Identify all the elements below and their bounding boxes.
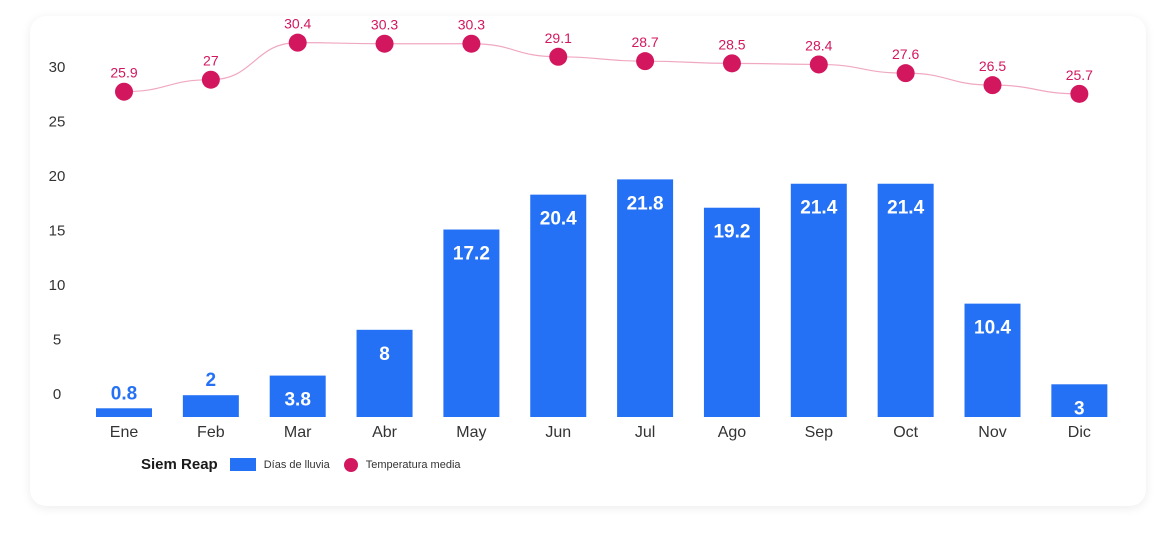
bar [703,207,760,417]
temperature-point [809,55,828,74]
bar-value-label: 2 [206,370,217,391]
x-tick-label: Mar [284,424,312,441]
temperature-value-label: 26.5 [979,58,1006,74]
temperature-point [462,34,481,53]
temperature-point [375,34,394,53]
x-tick-label: Oct [893,424,918,441]
y-tick-label: 20 [49,168,66,185]
legend-line-label: Temperatura media [365,458,461,471]
bar-value-label: 10.4 [974,318,1011,339]
x-tick-label: Nov [978,424,1006,441]
chart-card [30,16,1146,506]
x-tick-label: Ago [718,424,747,441]
bar-value-label: 17.2 [453,244,490,265]
y-tick-label: 5 [53,332,61,349]
bar [530,194,587,417]
bar [182,395,239,417]
x-tick-label: May [456,424,486,441]
x-tick-label: Dic [1068,424,1091,441]
temperature-value-label: 25.7 [1066,67,1093,83]
temperature-value-label: 25.9 [110,65,137,81]
temperature-point [201,70,220,89]
temperature-value-label: 30.3 [371,17,398,33]
temperature-point [115,82,133,101]
bar [877,183,934,417]
temperature-point [636,52,655,71]
bar-value-label: 20.4 [540,209,577,230]
x-tick-label: Ene [110,424,139,441]
bar-value-label: 19.2 [713,222,750,243]
bar-value-label: 21.8 [627,193,664,214]
temperature-point [549,47,568,66]
temperature-point [896,64,915,83]
y-tick-label: 25 [49,114,66,131]
x-tick-label: Abr [372,424,398,441]
y-tick-label: 30 [49,59,66,76]
temperature-point [722,54,741,73]
temperature-value-label: 28.7 [631,34,658,50]
temperature-value-label: 30.3 [458,17,485,33]
bar-value-label: 21.4 [800,198,837,219]
bar [790,183,847,417]
bar-value-label: 3.8 [284,390,310,411]
bar-value-label: 3 [1074,398,1085,419]
bar [1051,384,1108,417]
bar [443,229,500,417]
temperature-value-label: 30.4 [284,16,311,32]
temperature-line [123,42,1080,95]
y-tick-label: 10 [49,277,66,294]
x-tick-label: Sep [805,424,834,441]
bar-value-label: 0.8 [111,383,137,404]
bar-value-label: 8 [379,344,390,365]
x-tick-label: Feb [197,424,225,441]
temperature-value-label: 28.4 [805,37,832,53]
bar [96,408,152,417]
bar [964,303,1021,417]
x-tick-label: Jun [545,424,571,441]
y-tick-label: 15 [49,223,66,240]
temperature-point [1070,84,1089,103]
temperature-value-label: 27 [203,53,219,69]
temperature-value-label: 28.5 [718,36,745,52]
legend: Siem Reap Días de lluvia Temperatura med… [141,456,461,473]
temperature-point [288,33,307,52]
y-tick-label: 0 [53,386,61,403]
legend-dot-swatch [343,457,358,472]
temperature-value-label: 29.1 [545,30,572,46]
temperature-value-label: 27.6 [892,46,919,62]
bar-value-label: 21.4 [887,198,924,219]
legend-bar-label: Días de lluvia [263,458,330,471]
legend-title: Siem Reap [141,456,218,473]
bar [617,179,674,417]
legend-bar-swatch [229,458,256,471]
bar [269,375,326,417]
temperature-point [983,76,1002,95]
x-tick-label: Jul [635,424,655,441]
bar [356,329,413,417]
